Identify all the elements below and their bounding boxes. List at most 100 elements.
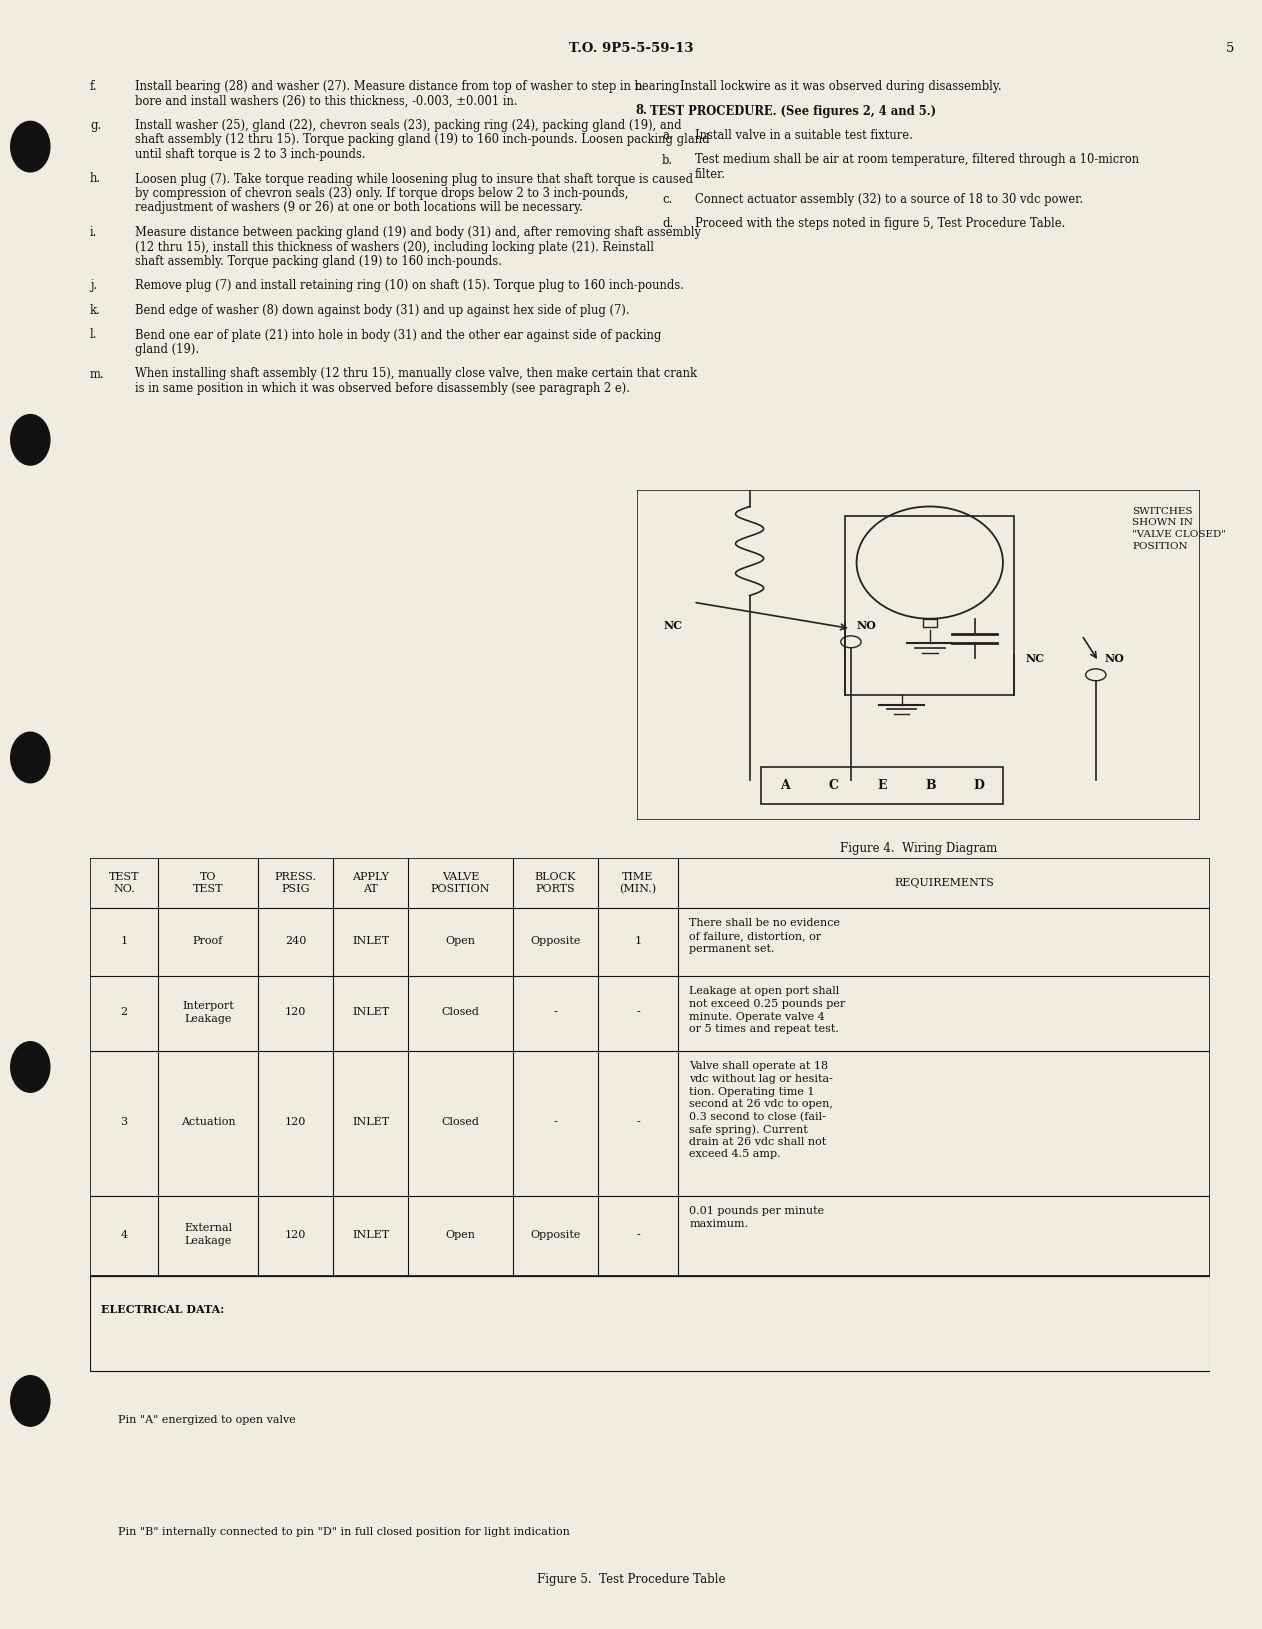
Text: T.O. 9P5-5-59-13: T.O. 9P5-5-59-13 bbox=[569, 42, 693, 55]
Text: External: External bbox=[184, 1223, 232, 1233]
Text: REQUIREMENTS: REQUIREMENTS bbox=[893, 878, 994, 888]
Text: 3: 3 bbox=[120, 1117, 127, 1127]
Text: PRESS.
PSIG: PRESS. PSIG bbox=[275, 872, 317, 894]
Text: -: - bbox=[636, 1007, 640, 1016]
Text: NO: NO bbox=[857, 619, 876, 630]
Text: 4: 4 bbox=[120, 1230, 127, 1240]
Text: n.: n. bbox=[635, 80, 646, 93]
Text: APPLY
AT: APPLY AT bbox=[352, 872, 389, 894]
Text: maximum.: maximum. bbox=[689, 1218, 748, 1228]
Text: c.: c. bbox=[663, 192, 673, 205]
Text: Remove plug (7) and install retaining ring (10) on shaft (15). Torque plug to 16: Remove plug (7) and install retaining ri… bbox=[135, 280, 684, 293]
Text: Bend one ear of plate (21) into hole in body (31) and the other ear against side: Bend one ear of plate (21) into hole in … bbox=[135, 329, 661, 342]
Text: Open: Open bbox=[445, 1230, 476, 1240]
Text: exceed 4.5 amp.: exceed 4.5 amp. bbox=[689, 1150, 781, 1160]
Text: bore and install washers (26) to this thickness, -0.003, ±0.001 in.: bore and install washers (26) to this th… bbox=[135, 94, 517, 108]
Text: Actuation: Actuation bbox=[180, 1117, 235, 1127]
Text: -: - bbox=[636, 1230, 640, 1240]
Text: 120: 120 bbox=[285, 1230, 307, 1240]
Text: i.: i. bbox=[90, 226, 97, 239]
Text: d.: d. bbox=[663, 217, 673, 230]
Text: TIME
(MIN.): TIME (MIN.) bbox=[620, 872, 656, 894]
Text: 240: 240 bbox=[285, 935, 307, 946]
Text: Test medium shall be air at room temperature, filtered through a 10-micron: Test medium shall be air at room tempera… bbox=[695, 153, 1140, 166]
Text: safe spring). Current: safe spring). Current bbox=[689, 1124, 808, 1135]
Text: TEST
NO.: TEST NO. bbox=[109, 872, 139, 894]
Text: permanent set.: permanent set. bbox=[689, 943, 775, 953]
Text: D: D bbox=[973, 779, 984, 792]
Circle shape bbox=[10, 122, 50, 171]
Text: 1: 1 bbox=[635, 935, 641, 946]
Text: INLET: INLET bbox=[352, 935, 389, 946]
Text: Opposite: Opposite bbox=[530, 935, 581, 946]
Text: is in same position in which it was observed before disassembly (see paragraph 2: is in same position in which it was obse… bbox=[135, 381, 630, 394]
Text: 0.3 second to close (fail-: 0.3 second to close (fail- bbox=[689, 1111, 827, 1122]
Text: TO
TEST: TO TEST bbox=[193, 872, 223, 894]
Text: drain at 26 vdc shall not: drain at 26 vdc shall not bbox=[689, 1137, 827, 1147]
Text: l.: l. bbox=[90, 329, 97, 342]
Text: by compression of chevron seals (23) only. If torque drops below 2 to 3 inch-pou: by compression of chevron seals (23) onl… bbox=[135, 187, 628, 200]
Circle shape bbox=[10, 731, 50, 784]
Text: Connect actuator assembly (32) to a source of 18 to 30 vdc power.: Connect actuator assembly (32) to a sour… bbox=[695, 192, 1083, 205]
Text: Measure distance between packing gland (19) and body (31) and, after removing sh: Measure distance between packing gland (… bbox=[135, 226, 700, 239]
Text: shaft assembly. Torque packing gland (19) to 160 inch-pounds.: shaft assembly. Torque packing gland (19… bbox=[135, 256, 502, 269]
Text: A: A bbox=[780, 779, 790, 792]
Text: Pin "B" internally connected to pin "D" in full closed position for light indica: Pin "B" internally connected to pin "D" … bbox=[119, 1526, 570, 1536]
Text: Pin "A" energized to open valve: Pin "A" energized to open valve bbox=[119, 1416, 295, 1425]
Text: k.: k. bbox=[90, 305, 101, 318]
Text: j.: j. bbox=[90, 280, 97, 293]
Bar bbox=[90, 858, 1210, 1276]
Text: 120: 120 bbox=[285, 1007, 307, 1016]
Circle shape bbox=[10, 415, 50, 466]
Text: -: - bbox=[636, 1117, 640, 1127]
Text: Interport: Interport bbox=[182, 1000, 233, 1012]
Text: NC: NC bbox=[1026, 653, 1045, 663]
Text: gland (19).: gland (19). bbox=[135, 344, 199, 357]
Text: (12 thru 15), install this thickness of washers (20), including locking plate (2: (12 thru 15), install this thickness of … bbox=[135, 241, 654, 254]
Text: Closed: Closed bbox=[442, 1007, 480, 1016]
Text: tion. Operating time 1: tion. Operating time 1 bbox=[689, 1087, 815, 1096]
Text: Loosen plug (7). Take torque reading while loosening plug to insure that shaft t: Loosen plug (7). Take torque reading whi… bbox=[135, 173, 693, 186]
Text: Bend edge of washer (8) down against body (31) and up against hex side of plug (: Bend edge of washer (8) down against bod… bbox=[135, 305, 630, 318]
Text: Valve shall operate at 18: Valve shall operate at 18 bbox=[689, 1062, 828, 1072]
Text: INLET: INLET bbox=[352, 1007, 389, 1016]
Text: NO: NO bbox=[1104, 653, 1124, 663]
Text: g.: g. bbox=[90, 119, 101, 132]
Text: 120: 120 bbox=[285, 1117, 307, 1127]
Text: 1: 1 bbox=[120, 935, 127, 946]
Text: a.: a. bbox=[663, 129, 673, 142]
Text: INLET: INLET bbox=[352, 1230, 389, 1240]
Text: Figure 5.  Test Procedure Table: Figure 5. Test Procedure Table bbox=[536, 1574, 726, 1587]
Text: of failure, distortion, or: of failure, distortion, or bbox=[689, 932, 822, 942]
Text: Leakage: Leakage bbox=[184, 1013, 232, 1023]
Text: ELECTRICAL DATA:: ELECTRICAL DATA: bbox=[101, 1303, 225, 1315]
Text: f.: f. bbox=[90, 80, 97, 93]
Text: or 5 times and repeat test.: or 5 times and repeat test. bbox=[689, 1025, 839, 1034]
Bar bbox=[846, 516, 1015, 694]
Bar bbox=[761, 767, 1003, 803]
Text: filter.: filter. bbox=[695, 168, 726, 181]
Text: Figure 4.  Wiring Diagram: Figure 4. Wiring Diagram bbox=[840, 842, 997, 855]
Text: There shall be no evidence: There shall be no evidence bbox=[689, 919, 840, 929]
Text: Install bearing (28) and washer (27). Measure distance from top of washer to ste: Install bearing (28) and washer (27). Me… bbox=[135, 80, 680, 93]
Text: B: B bbox=[925, 779, 935, 792]
Text: second at 26 vdc to open,: second at 26 vdc to open, bbox=[689, 1100, 833, 1109]
Text: 5: 5 bbox=[1225, 42, 1234, 55]
Text: SWITCHES
SHOWN IN
"VALVE CLOSED"
POSITION: SWITCHES SHOWN IN "VALVE CLOSED" POSITIO… bbox=[1132, 507, 1227, 551]
Text: 2: 2 bbox=[120, 1007, 127, 1016]
Text: 0.01 pounds per minute: 0.01 pounds per minute bbox=[689, 1207, 824, 1217]
Text: b.: b. bbox=[663, 153, 673, 166]
Text: readjustment of washers (9 or 26) at one or both locations will be necessary.: readjustment of washers (9 or 26) at one… bbox=[135, 202, 583, 215]
Text: Leakage at open port shall: Leakage at open port shall bbox=[689, 987, 839, 997]
Text: Open: Open bbox=[445, 935, 476, 946]
Text: m.: m. bbox=[90, 368, 105, 381]
Bar bbox=[90, 1276, 1210, 1372]
Text: 8.: 8. bbox=[635, 104, 647, 117]
Bar bbox=[923, 619, 936, 627]
Text: Opposite: Opposite bbox=[530, 1230, 581, 1240]
Text: not exceed 0.25 pounds per: not exceed 0.25 pounds per bbox=[689, 999, 846, 1008]
Text: When installing shaft assembly (12 thru 15), manually close valve, then make cer: When installing shaft assembly (12 thru … bbox=[135, 368, 697, 381]
Text: minute. Operate valve 4: minute. Operate valve 4 bbox=[689, 1012, 825, 1021]
Text: Closed: Closed bbox=[442, 1117, 480, 1127]
Text: -: - bbox=[554, 1117, 558, 1127]
